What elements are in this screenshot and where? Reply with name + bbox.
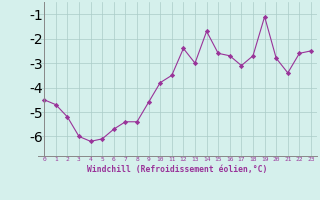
X-axis label: Windchill (Refroidissement éolien,°C): Windchill (Refroidissement éolien,°C) — [87, 165, 268, 174]
